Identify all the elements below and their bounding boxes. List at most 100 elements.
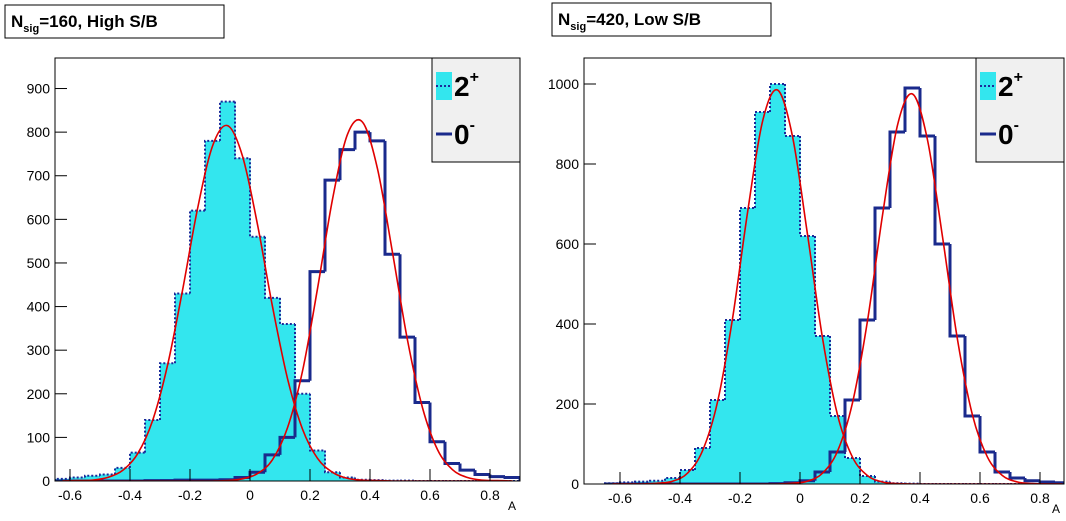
title-box (4, 4, 225, 39)
hist-step (99, 473, 115, 476)
x-tick-label: -0.2 (178, 487, 202, 503)
hist-step (294, 324, 310, 395)
hist-step (918, 88, 935, 138)
hist-step (293, 379, 310, 438)
title-main: N (11, 12, 23, 31)
hist-step (503, 476, 520, 481)
x-tick-label: -0.2 (728, 490, 752, 506)
fit-curve (612, 93, 1063, 484)
legend-name: 2 (998, 71, 1014, 102)
plot-area (604, 83, 1064, 484)
hist-step (1038, 480, 1055, 484)
x-tick-label: -0.6 (608, 490, 632, 506)
hist-bar (205, 140, 221, 481)
hist-bar (160, 363, 176, 481)
hist-step (814, 236, 830, 337)
hist-step (888, 130, 905, 208)
y-tick-label: 100 (27, 429, 51, 445)
hist-bar (130, 452, 146, 481)
y-tick-label: 800 (27, 124, 51, 140)
hist-step (829, 336, 845, 417)
x-tick-label: 0.2 (300, 487, 320, 503)
hist-bar (145, 419, 161, 481)
x-tick-label: 0.4 (910, 490, 930, 506)
fit-curve (62, 124, 513, 481)
plot-frame (54, 57, 521, 482)
y-tick-label: 600 (556, 236, 580, 252)
y-tick-label: 600 (27, 211, 51, 227)
hist-bar (785, 136, 801, 484)
hist-step (948, 244, 965, 338)
hist-step (859, 458, 875, 477)
plot-frame (583, 57, 1065, 485)
title-rest: =420, Low S/B (586, 10, 701, 29)
hist-step (1023, 478, 1040, 483)
legend-name: 0 (454, 119, 470, 150)
x-tick-label: 0.4 (360, 487, 380, 503)
hist-step (724, 319, 740, 400)
hist-step (159, 362, 175, 420)
legend-sup: - (1014, 117, 1019, 134)
hist-bar (860, 476, 876, 484)
hist-step (383, 140, 400, 256)
y-tick-label: 800 (556, 156, 580, 172)
hist-bar (175, 293, 191, 481)
hist-step (634, 480, 650, 483)
hist-bar (680, 470, 696, 484)
hist-step (353, 130, 370, 150)
hist-step (769, 83, 785, 112)
hist-step (339, 472, 355, 479)
hist-bar (70, 477, 86, 481)
hist-step (1008, 472, 1025, 480)
legend-label: 2+ (454, 69, 479, 102)
legend-sup: - (470, 117, 475, 134)
hist-step (219, 100, 235, 141)
hist-bar (250, 236, 266, 481)
x-tick-label: 0.8 (480, 487, 500, 503)
x-tick-label: -0.4 (118, 487, 142, 503)
hist-bar (755, 112, 771, 484)
y-tick-label: 0 (571, 476, 579, 492)
hist-step (873, 206, 890, 320)
x-tick-label: 0 (246, 487, 254, 503)
hist-step (473, 470, 490, 476)
legend-sup: + (470, 69, 479, 86)
y-tick-label: 0 (42, 473, 50, 489)
hist-bar (295, 393, 311, 481)
legend-label: 0- (454, 117, 475, 150)
hist-step (144, 418, 160, 453)
hist-step (278, 435, 295, 455)
hist-bar (85, 475, 101, 481)
title-box (551, 2, 772, 37)
x-tick-label: 0.6 (420, 487, 440, 503)
hist-bar (220, 101, 236, 481)
hist-step (204, 139, 220, 211)
hist-step (694, 447, 710, 470)
hist-step (933, 136, 950, 246)
hist-bar (265, 297, 281, 481)
hist-step (978, 416, 995, 454)
hist-step (1053, 481, 1064, 484)
hist-step (55, 477, 70, 481)
hist-bar (695, 448, 711, 484)
hist-step (84, 474, 100, 478)
y-tick-label: 500 (27, 255, 51, 271)
hist-step (874, 476, 890, 483)
hist-step (309, 393, 325, 452)
hist-step (279, 297, 295, 326)
legend-label: 2+ (998, 69, 1023, 102)
hist-step (963, 336, 980, 418)
x-axis-label: A (508, 499, 516, 513)
hist-bar (310, 450, 326, 481)
hist-step (443, 441, 460, 466)
legend-name: 0 (998, 119, 1014, 150)
title-rest: =160, High S/B (39, 12, 158, 31)
hist-step (234, 101, 250, 160)
hist-step (413, 337, 430, 405)
hist-step (174, 292, 190, 364)
legend-name: 2 (454, 71, 470, 102)
hist-step (338, 148, 355, 181)
hist-bar (770, 84, 786, 484)
